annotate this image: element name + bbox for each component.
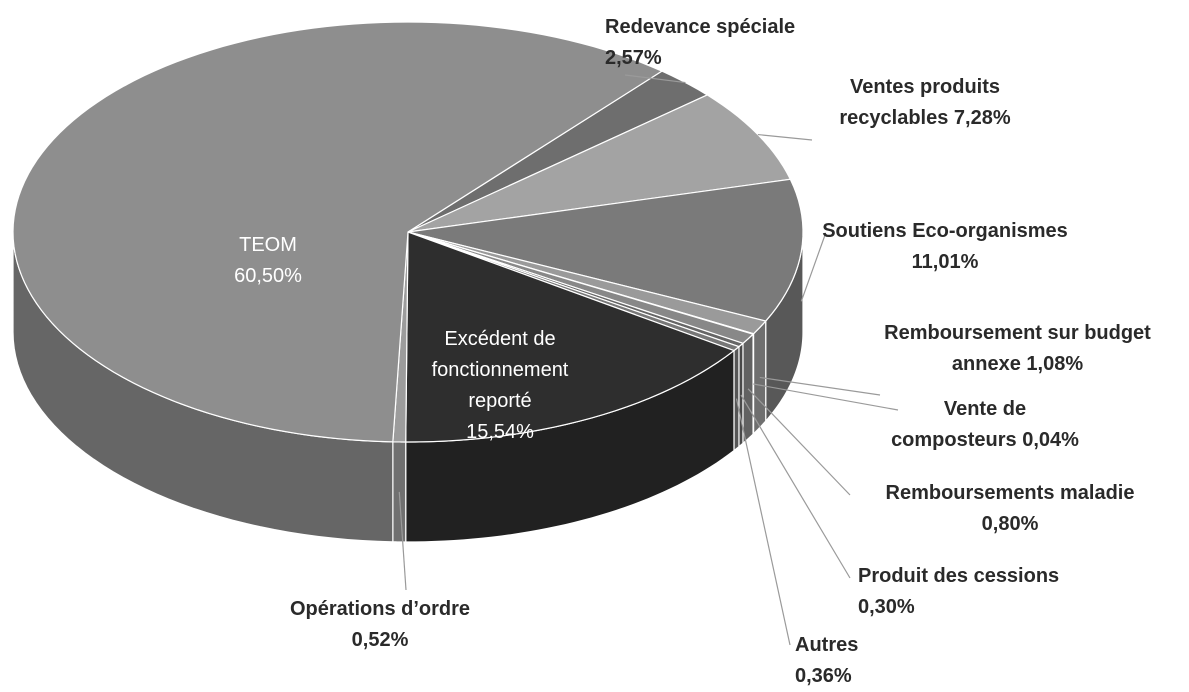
- category-name: Remboursements maladie: [886, 482, 1135, 504]
- slice-side: [393, 442, 406, 542]
- slice-side: [739, 343, 743, 446]
- value-label: 1,08%: [1026, 353, 1083, 375]
- slice-label: Produit des cessions 0,30%: [858, 561, 1118, 623]
- value-label: 2,57%: [605, 43, 865, 74]
- leader-line: [758, 135, 812, 140]
- category-name: Vente de composteurs: [891, 398, 1026, 451]
- value-label: 0,52%: [230, 625, 530, 656]
- slice-side: [743, 334, 753, 443]
- category-name: TEOM: [239, 234, 297, 256]
- category-name: Remboursement sur budget annexe: [884, 322, 1151, 375]
- category-name: Redevance spéciale: [605, 16, 795, 38]
- slice-label: Ventes produits recyclables 7,28%: [805, 72, 1045, 134]
- value-label: 7,28%: [954, 107, 1011, 129]
- category-name: Excédent de fonctionnement reporté: [432, 328, 569, 412]
- value-label: 0,80%: [845, 509, 1175, 540]
- category-name: Opérations d’ordre: [290, 598, 470, 620]
- value-label: 15,54%: [400, 417, 600, 448]
- slice-label: TEOM 60,50%: [168, 230, 368, 292]
- slice-label: Autres 0,36%: [795, 630, 915, 692]
- slice-label: Soutiens Eco-organismes 11,01%: [815, 216, 1075, 278]
- category-name: Soutiens Eco-organismes: [822, 220, 1068, 242]
- leader-line: [736, 399, 790, 645]
- leader-line: [748, 389, 850, 495]
- leader-line: [741, 395, 850, 578]
- category-name: Produit des cessions: [858, 565, 1059, 587]
- value-label: 11,01%: [912, 251, 979, 273]
- slice-label: Redevance spéciale 2,57%: [605, 12, 865, 74]
- slice-label: Vente de composteurs 0,04%: [880, 394, 1090, 456]
- slice-label: Opérations d’ordre 0,52%: [230, 594, 530, 656]
- value-label: 0,30%: [858, 592, 1118, 623]
- value-label: 60,50%: [168, 261, 368, 292]
- slice-label: Remboursement sur budget annexe 1,08%: [875, 318, 1160, 380]
- category-name: Autres: [795, 634, 858, 656]
- value-label: 0,36%: [795, 661, 915, 692]
- value-label: 0,04%: [1022, 429, 1079, 451]
- slice-side: [734, 347, 739, 451]
- slice-side: [754, 321, 766, 434]
- slice-label: Remboursements maladie 0,80%: [845, 478, 1175, 540]
- slice-label: Excédent de fonctionnement reporté 15,54%: [400, 324, 600, 448]
